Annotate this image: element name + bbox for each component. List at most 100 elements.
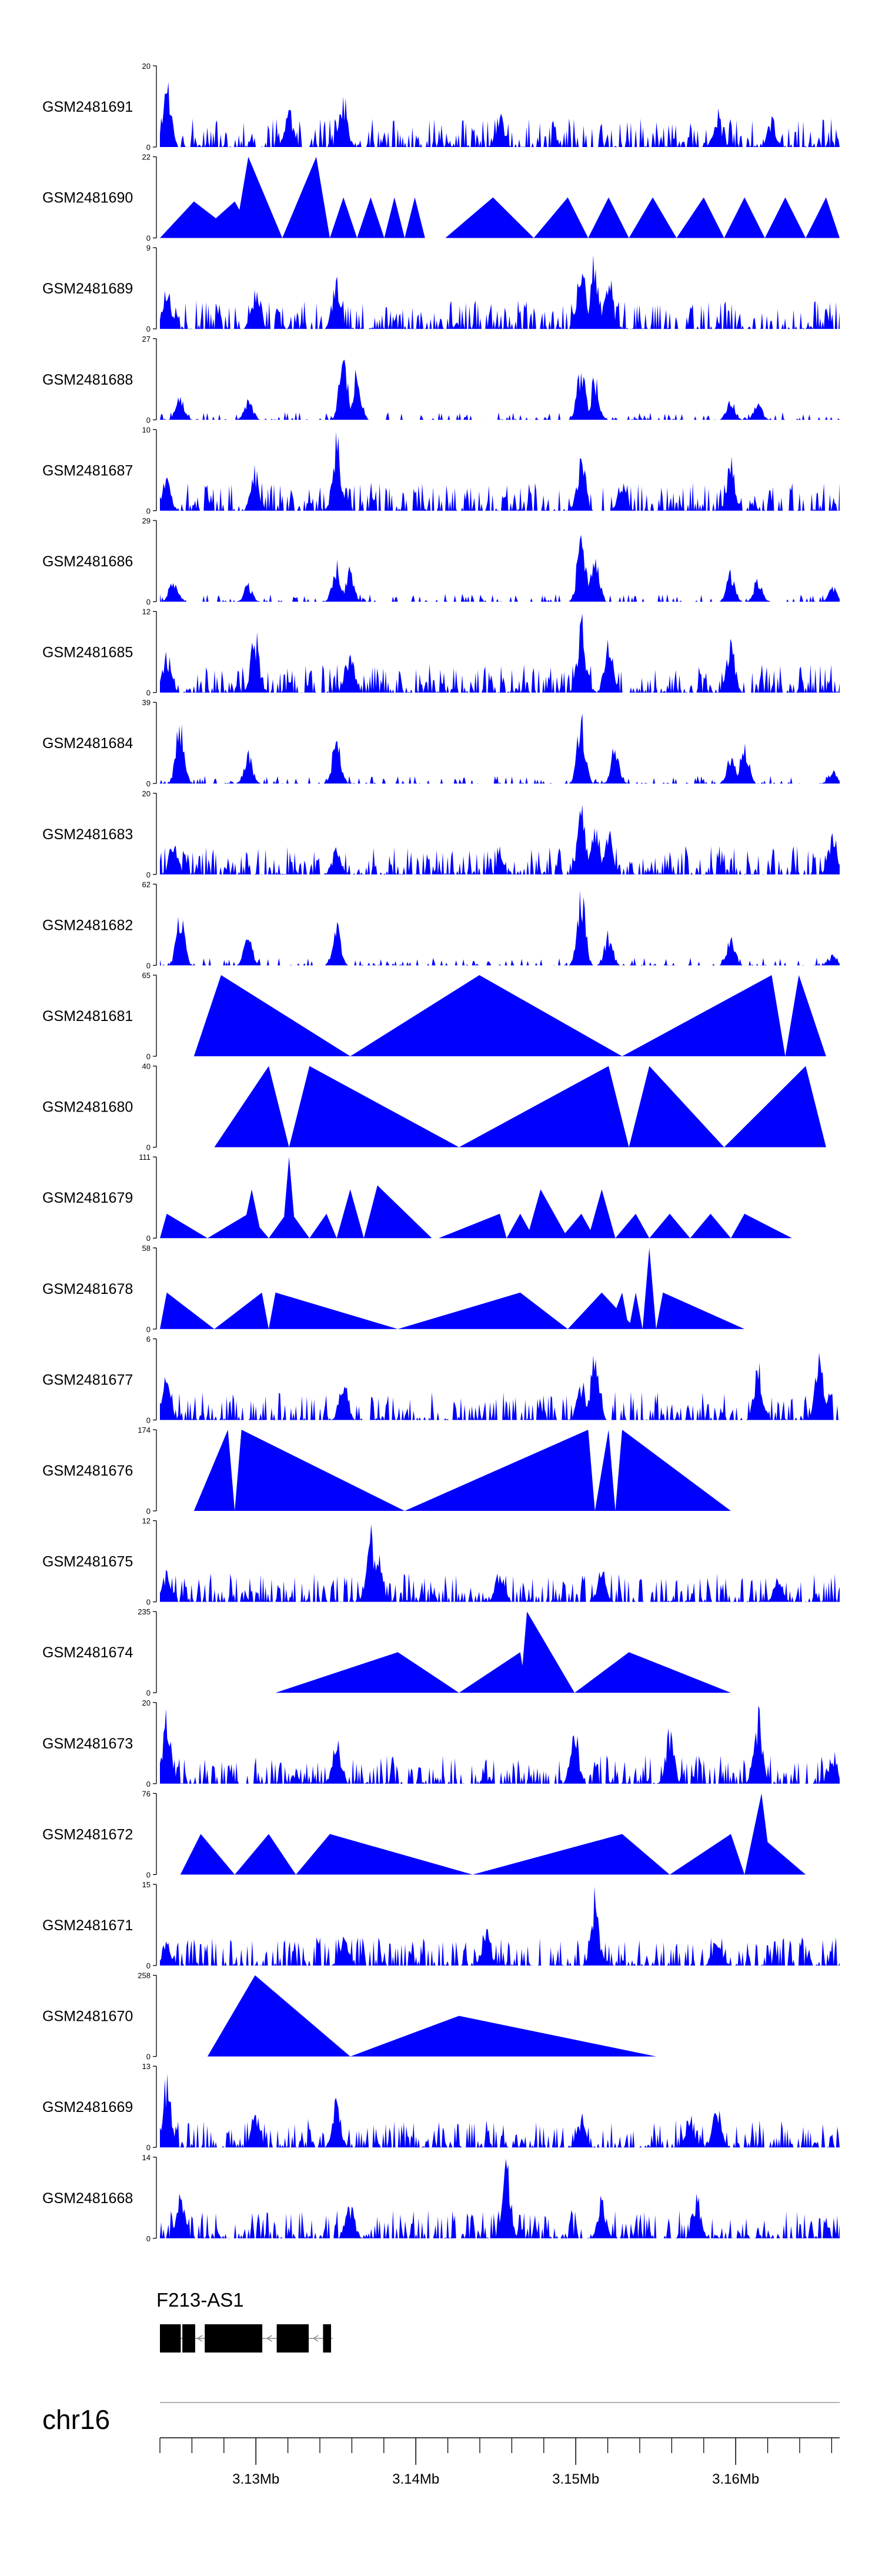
track-label: GSM2481678 [42,1281,133,1297]
track-GSM2481670: GSM2481670 258 0 [42,1971,656,2061]
coverage-area [180,1793,806,1875]
track-label: GSM2481689 [42,281,133,297]
coverage-area [160,1157,793,1239]
strand-arrow [266,2335,272,2342]
coverage-area [160,1886,840,1966]
track-GSM2481676: GSM2481676 174 0 [42,1426,731,1516]
coverage-area [160,2158,840,2238]
track-label: GSM2481671 [42,1917,133,1934]
coverage-area [160,2073,840,2148]
x-axis-tick-label: 3.16Mb [712,2471,759,2487]
y-max-label: 12 [142,608,151,616]
y-min-label: 0 [146,2234,151,2243]
track-label: GSM2481686 [42,553,133,570]
y-min-label: 0 [146,1052,151,1061]
x-axis-tick-label: 3.14Mb [392,2471,439,2487]
track-GSM2481668: GSM2481668 14 0 [42,2153,840,2243]
coverage-area [214,1066,826,1147]
track-GSM2481672: GSM2481672 76 0 [42,1789,806,1879]
y-min-label: 0 [146,2143,151,2152]
y-max-label: 9 [146,243,151,252]
y-max-label: 22 [142,153,151,162]
track-GSM2481679: GSM2481679 111 0 [42,1153,793,1243]
track-GSM2481691: GSM2481691 20 0 [42,62,840,152]
y-min-label: 0 [146,416,151,425]
y-min-label: 0 [146,961,151,970]
y-max-label: 58 [142,1244,151,1253]
track-label: GSM2481683 [42,826,133,843]
coverage-area [160,359,840,420]
gene-label: F213-AS1 [156,2289,244,2311]
coverage-area [160,805,840,875]
y-min-label: 0 [146,689,151,698]
track-GSM2481689: GSM2481689 9 0 [42,243,840,333]
track-GSM2481688: GSM2481688 27 0 [42,335,840,425]
y-max-label: 10 [142,425,151,434]
track-label: GSM2481681 [42,1008,133,1025]
track-label: GSM2481684 [42,735,133,752]
y-max-label: 12 [142,1517,151,1526]
track-GSM2481677: GSM2481677 6 0 [42,1334,840,1424]
y-max-label: 258 [138,1971,151,1980]
coverage-area [160,535,840,602]
coverage-area [160,713,840,784]
track-GSM2481675: GSM2481675 12 0 [42,1517,840,1607]
y-max-label: 62 [142,880,151,889]
y-max-label: 29 [142,516,151,525]
strand-arrow [312,2335,319,2342]
y-min-label: 0 [146,870,151,879]
track-GSM2481673: GSM2481673 20 0 [42,1699,840,1788]
y-min-label: 0 [146,779,151,788]
track-GSM2481682: GSM2481682 62 0 [42,880,840,970]
track-GSM2481669: GSM2481669 13 0 [42,2062,840,2152]
coverage-area [160,82,840,147]
coverage-area [160,1247,745,1329]
y-min-label: 0 [146,1325,151,1334]
coverage-area [160,1706,840,1784]
y-max-label: 14 [142,2153,151,2162]
y-min-label: 0 [146,1143,151,1152]
y-max-label: 174 [138,1426,151,1434]
track-GSM2481685: GSM2481685 12 0 [42,608,840,698]
coverage-area [160,1524,840,1602]
gene-exon [160,2324,181,2353]
track-label: GSM2481673 [42,1736,133,1752]
track-label: GSM2481688 [42,372,133,388]
track-label: GSM2481676 [42,1463,133,1479]
track-label: GSM2481680 [42,1099,133,1116]
y-max-label: 235 [138,1607,151,1616]
gene-exon [205,2324,263,2353]
track-label: GSM2481674 [42,1644,133,1661]
coverage-area [160,255,840,329]
track-label: GSM2481670 [42,2008,133,2025]
y-max-label: 39 [142,698,151,707]
track-GSM2481681: GSM2481681 65 0 [42,971,826,1061]
track-label: GSM2481668 [42,2190,133,2207]
track-GSM2481671: GSM2481671 15 0 [42,1880,840,1970]
coverage-area [160,890,840,966]
track-label: GSM2481685 [42,645,133,661]
track-GSM2481674: GSM2481674 235 0 [42,1607,731,1697]
gene-exon [323,2324,331,2353]
track-label: GSM2481679 [42,1190,133,1206]
chromosome-label: chr16 [42,2404,110,2435]
track-label: GSM2481691 [42,99,133,115]
coverage-area [160,1353,840,1420]
y-min-label: 0 [146,2053,151,2061]
y-max-label: 15 [142,1880,151,1889]
coverage-area [160,156,840,238]
y-max-label: 13 [142,2062,151,2071]
y-min-label: 0 [146,1598,151,1607]
y-max-label: 40 [142,1062,151,1071]
y-min-label: 0 [146,234,151,243]
track-label: GSM2481677 [42,1372,133,1388]
y-min-label: 0 [146,598,151,606]
x-axis-tick-label: 3.15Mb [552,2471,599,2487]
coverage-area [160,613,840,693]
track-label: GSM2481690 [42,190,133,206]
genome-axis: chr16 3.13Mb 3.14Mb 3.15Mb 3.16Mb [42,2402,840,2487]
coverage-area [160,432,840,511]
y-min-label: 0 [146,325,151,333]
track-GSM2481678: GSM2481678 58 0 [42,1244,745,1334]
